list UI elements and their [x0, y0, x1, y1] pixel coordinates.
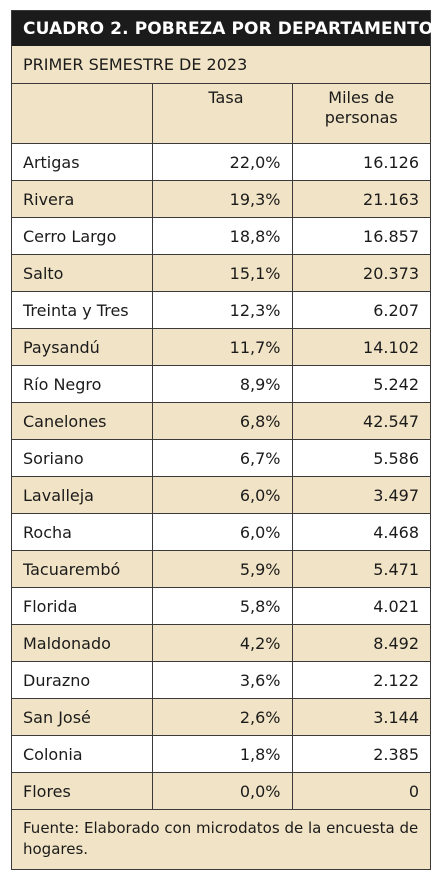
- cell-people: 16.857: [291, 217, 430, 255]
- cell-rate: 19,3%: [151, 180, 293, 218]
- cell-people: 5.242: [291, 365, 430, 403]
- poverty-table: Tasa Miles de personas Artigas 22,0% 16.12…: [12, 84, 430, 810]
- cell-department: Florida: [12, 587, 153, 625]
- cell-rate: 22,0%: [151, 143, 293, 181]
- cell-rate: 0,0%: [151, 772, 293, 810]
- cell-department: Tacuarembó: [12, 550, 153, 588]
- cell-people: 21.163: [291, 180, 430, 218]
- cell-people: 2.385: [291, 735, 430, 773]
- cell-rate: 8,9%: [151, 365, 293, 403]
- header-rate: Tasa: [151, 84, 293, 144]
- cell-department: Río Negro: [12, 365, 153, 403]
- table-row: Río Negro 8,9% 5.242: [12, 365, 430, 403]
- cell-department: Rocha: [12, 513, 153, 551]
- table-row: Canelones 6,8% 42.547: [12, 402, 430, 440]
- cell-people: 6.207: [291, 291, 430, 329]
- cell-rate: 6,8%: [151, 402, 293, 440]
- cell-department: Soriano: [12, 439, 153, 477]
- table-row: San José 2,6% 3.144: [12, 698, 430, 736]
- header-people: Miles de personas: [291, 84, 430, 144]
- cell-department: Maldonado: [12, 624, 153, 662]
- cell-rate: 18,8%: [151, 217, 293, 255]
- table-row: Colonia 1,8% 2.385: [12, 735, 430, 773]
- cell-department: Treinta y Tres: [12, 291, 153, 329]
- table-row: Tacuarembó 5,9% 5.471: [12, 550, 430, 588]
- cell-people: 5.471: [291, 550, 430, 588]
- cell-people: 16.126: [291, 143, 430, 181]
- cell-rate: 6,0%: [151, 513, 293, 551]
- cell-department: San José: [12, 698, 153, 736]
- cell-rate: 6,7%: [151, 439, 293, 477]
- table-body: Artigas 22,0% 16.126 Rivera 19,3% 21.163 Cerro…: [12, 143, 430, 810]
- table-row: Rivera 19,3% 21.163: [12, 180, 430, 218]
- table-row: Flores 0,0% 0: [12, 772, 430, 810]
- table-footer-source: Fuente: Elaborado con microdatos de la e…: [12, 810, 430, 869]
- cell-rate: 5,9%: [151, 550, 293, 588]
- table-subtitle: PRIMER SEMESTRE DE 2023: [12, 46, 430, 84]
- cell-department: Paysandú: [12, 328, 153, 366]
- cell-department: Durazno: [12, 661, 153, 699]
- cell-rate: 15,1%: [151, 254, 293, 292]
- cell-people: 14.102: [291, 328, 430, 366]
- cell-people: 0: [291, 772, 430, 810]
- cell-rate: 12,3%: [151, 291, 293, 329]
- cell-rate: 4,2%: [151, 624, 293, 662]
- table-row: Paysandú 11,7% 14.102: [12, 328, 430, 366]
- poverty-table-card: CUADRO 2. POBREZA POR DEPARTAMENTO PRIME…: [11, 10, 433, 870]
- table-row: Florida 5,8% 4.021: [12, 587, 430, 625]
- cell-rate: 6,0%: [151, 476, 293, 514]
- cell-department: Cerro Largo: [12, 217, 153, 255]
- cell-people: 8.492: [291, 624, 430, 662]
- table-title: CUADRO 2. POBREZA POR DEPARTAMENTO: [12, 11, 433, 46]
- cell-people: 3.144: [291, 698, 430, 736]
- table-row: Rocha 6,0% 4.468: [12, 513, 430, 551]
- cell-people: 4.468: [291, 513, 430, 551]
- cell-rate: 3,6%: [151, 661, 293, 699]
- cell-people: 2.122: [291, 661, 430, 699]
- cell-rate: 1,8%: [151, 735, 293, 773]
- cell-department: Canelones: [12, 402, 153, 440]
- table-row: Salto 15,1% 20.373: [12, 254, 430, 292]
- table-row: Treinta y Tres 12,3% 6.207: [12, 291, 430, 329]
- header-department: [12, 84, 153, 144]
- cell-rate: 5,8%: [151, 587, 293, 625]
- cell-rate: 2,6%: [151, 698, 293, 736]
- cell-department: Flores: [12, 772, 153, 810]
- cell-people: 5.586: [291, 439, 430, 477]
- cell-people: 42.547: [291, 402, 430, 440]
- cell-department: Salto: [12, 254, 153, 292]
- cell-people: 4.021: [291, 587, 430, 625]
- table-header-row: Tasa Miles de personas: [12, 84, 430, 144]
- table-row: Maldonado 4,2% 8.492: [12, 624, 430, 662]
- table-row: Cerro Largo 18,8% 16.857: [12, 217, 430, 255]
- cell-department: Lavalleja: [12, 476, 153, 514]
- table-row: Durazno 3,6% 2.122: [12, 661, 430, 699]
- cell-department: Colonia: [12, 735, 153, 773]
- cell-rate: 11,7%: [151, 328, 293, 366]
- table-row: Soriano 6,7% 5.586: [12, 439, 430, 477]
- cell-people: 20.373: [291, 254, 430, 292]
- table-row: Artigas 22,0% 16.126: [12, 143, 430, 181]
- table-row: Lavalleja 6,0% 3.497: [12, 476, 430, 514]
- cell-department: Rivera: [12, 180, 153, 218]
- cell-department: Artigas: [12, 143, 153, 181]
- cell-people: 3.497: [291, 476, 430, 514]
